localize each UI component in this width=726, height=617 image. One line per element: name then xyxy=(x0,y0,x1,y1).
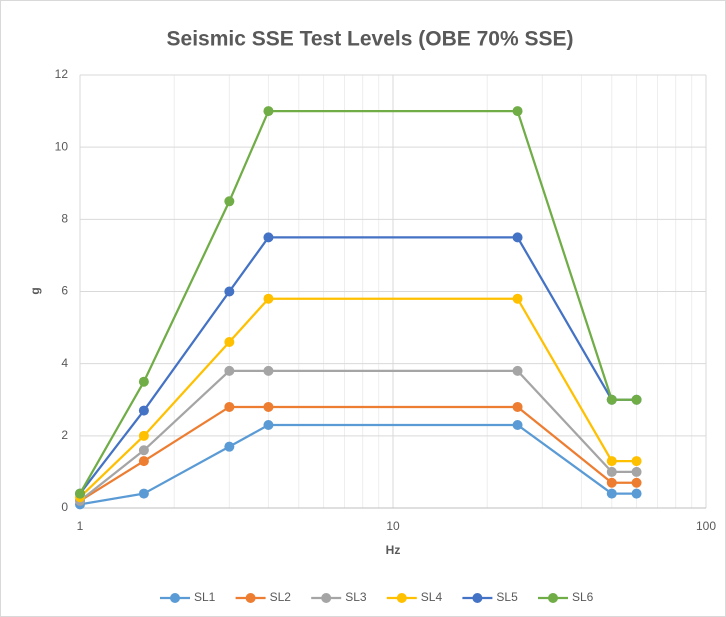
x-tick-label: 1 xyxy=(77,519,84,533)
y-tick-label: 12 xyxy=(55,67,69,81)
point xyxy=(263,401,274,412)
point xyxy=(512,293,523,304)
legend-marker xyxy=(396,593,407,603)
point xyxy=(138,376,149,387)
legend-label: SL2 xyxy=(270,590,292,604)
point xyxy=(606,394,617,405)
point xyxy=(606,488,617,499)
x-tick-label: 100 xyxy=(696,519,716,533)
point xyxy=(631,477,642,488)
legend-marker xyxy=(245,593,256,603)
point xyxy=(512,420,523,431)
point xyxy=(138,430,149,441)
point xyxy=(263,106,274,117)
point xyxy=(631,488,642,499)
point xyxy=(263,365,274,376)
point xyxy=(631,456,642,467)
legend-marker xyxy=(170,593,180,603)
point xyxy=(224,196,235,207)
point xyxy=(512,365,523,376)
point xyxy=(224,286,235,297)
point xyxy=(631,466,642,477)
point xyxy=(224,401,235,412)
point xyxy=(224,441,235,452)
point xyxy=(224,337,235,348)
y-tick-label: 10 xyxy=(55,139,69,153)
point xyxy=(138,405,149,416)
point xyxy=(512,106,523,117)
legend-marker xyxy=(548,593,558,603)
point xyxy=(512,232,523,243)
point xyxy=(138,445,149,456)
point xyxy=(606,477,617,488)
point xyxy=(512,401,523,412)
legend-label: SL6 xyxy=(572,590,594,604)
point xyxy=(263,420,274,431)
y-tick-label: 8 xyxy=(61,212,68,226)
point xyxy=(631,394,642,405)
y-tick-label: 6 xyxy=(61,284,68,298)
point xyxy=(138,488,149,499)
legend-marker xyxy=(472,593,483,603)
y-tick-label: 4 xyxy=(61,356,68,370)
point xyxy=(263,232,274,243)
point xyxy=(606,456,617,467)
point xyxy=(75,488,85,499)
point xyxy=(224,365,235,376)
legend-label: SL3 xyxy=(345,590,367,604)
legend-label: SL4 xyxy=(421,590,443,604)
legend-marker xyxy=(321,593,332,603)
y-axis-title: g xyxy=(28,287,42,294)
x-axis-title: Hz xyxy=(386,543,401,557)
point xyxy=(263,293,274,304)
chart-title: Seismic SSE Test Levels (OBE 70% SSE) xyxy=(167,28,574,51)
point xyxy=(138,456,149,467)
legend-label: SL1 xyxy=(194,590,216,604)
legend-label: SL5 xyxy=(496,590,518,604)
y-tick-label: 2 xyxy=(61,428,68,442)
x-tick-label: 10 xyxy=(386,519,400,533)
point xyxy=(606,466,617,477)
y-tick-label: 0 xyxy=(61,500,68,514)
